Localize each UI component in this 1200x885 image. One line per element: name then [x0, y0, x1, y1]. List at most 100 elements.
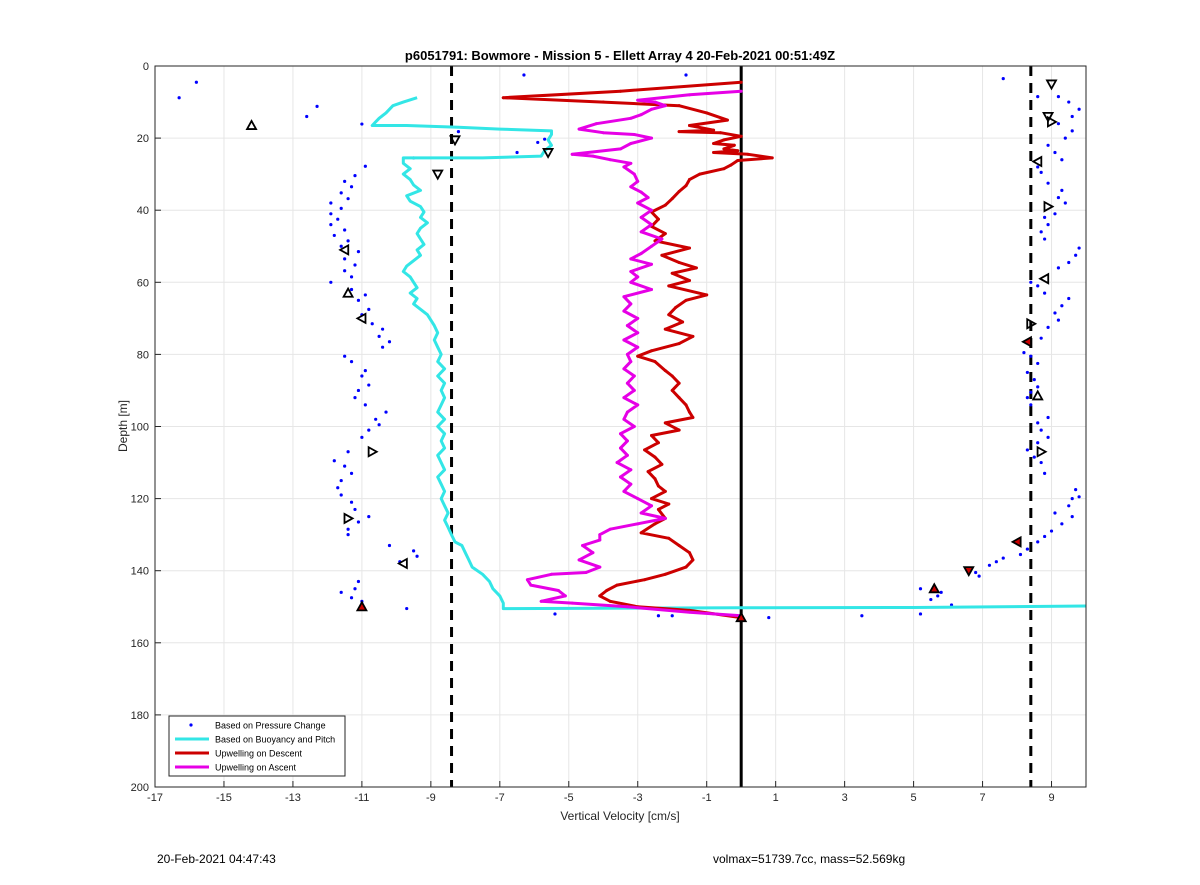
legend: Based on Pressure Change Based on Buoyanc… [168, 715, 346, 777]
series-vertex-2 [712, 142, 716, 146]
series-vertex-2 [605, 589, 609, 593]
pressure-change-point [363, 403, 367, 407]
series-vertex-3 [639, 251, 643, 255]
pressure-change-point [1025, 448, 1029, 452]
pressure-change-point [1053, 212, 1057, 216]
series-vertex-3 [584, 571, 588, 575]
series-vertex-2 [698, 172, 702, 176]
series-vertex-3 [629, 142, 633, 146]
series-vertex-3 [636, 345, 640, 349]
series-vertex-2 [660, 253, 664, 257]
pressure-change-point [346, 197, 350, 201]
pressure-change-point [1025, 396, 1029, 400]
pressure-change-point [343, 354, 347, 358]
pressure-change-point [1063, 136, 1067, 140]
series-vertex-3 [650, 288, 654, 292]
series-vertex-2 [684, 565, 688, 569]
y-tick-label: 20 [137, 133, 149, 145]
series-vertex-2 [677, 381, 681, 385]
series-vertex-3 [598, 538, 602, 542]
pressure-change-point [336, 217, 340, 221]
pressure-change-point [380, 327, 385, 331]
pressure-change-point [1022, 350, 1026, 355]
series-vertex-3 [577, 558, 581, 562]
pressure-change-point [1074, 487, 1078, 492]
series-vertex-3 [608, 527, 612, 531]
pressure-change-point [374, 417, 378, 421]
series-vertex-3 [619, 147, 622, 151]
pressure-change-point [332, 233, 336, 238]
series-vertex-3 [591, 551, 595, 555]
triangle-marker [1043, 200, 1055, 213]
pressure-change-point [332, 459, 336, 463]
series-vertex-3 [629, 482, 633, 486]
series-vertex-3 [619, 446, 622, 450]
pressure-change-point [360, 122, 364, 126]
pressure-change-point [387, 543, 392, 548]
pressure-change-point [194, 80, 198, 84]
pressure-change-point [553, 612, 557, 616]
pressure-change-point [377, 334, 381, 338]
pressure-change-point [346, 533, 350, 537]
series-vertex-2 [746, 152, 750, 156]
series-vertex-3 [636, 316, 640, 320]
series-vertex-3 [570, 601, 574, 605]
pressure-change-point [918, 612, 923, 616]
pressure-change-point [1043, 534, 1047, 539]
pressure-change-point [1039, 336, 1043, 340]
pressure-change-point [1056, 122, 1061, 126]
pressure-change-point [1077, 495, 1081, 499]
series-vertex-2 [653, 360, 657, 364]
triangle-marker [1010, 535, 1022, 548]
series-vertex-2 [639, 531, 643, 535]
pressure-change-point [343, 464, 347, 468]
pressure-change-point [1032, 378, 1036, 382]
y-tick-label: 120 [131, 494, 149, 506]
pressure-change-point [1053, 511, 1057, 515]
pressure-change-point [349, 287, 354, 292]
triangle-marker [355, 312, 367, 325]
series-vertex-3 [622, 396, 626, 400]
series-vertex-2 [722, 138, 726, 142]
pressure-change-point [1067, 296, 1071, 301]
triangle-marker [1042, 111, 1055, 123]
series-vertex-2 [725, 118, 729, 122]
pressure-change-point [1056, 318, 1061, 322]
series-vertex-2 [677, 396, 681, 400]
triangle-marker [396, 557, 408, 570]
series-vertex-3 [625, 381, 629, 385]
triangle-marker [1045, 79, 1058, 91]
pressure-change-point [1077, 107, 1081, 111]
series-vertex-2 [770, 156, 774, 160]
x-tick-label: 5 [911, 792, 917, 804]
series-vertex-3 [622, 417, 626, 421]
series-vertex-3 [539, 599, 543, 603]
series-vertex-2 [670, 271, 674, 275]
series-vertex-2 [653, 522, 657, 526]
series-vertex-2 [677, 342, 681, 346]
series-vertex-2 [656, 484, 660, 488]
series-vertex-3 [556, 589, 560, 593]
series-vertex-3 [639, 230, 643, 234]
pressure-change-point [339, 244, 343, 248]
pressure-change-point [387, 340, 392, 344]
pressure-change-point [939, 590, 943, 594]
series-vertex-3 [650, 244, 654, 248]
triangle-marker [542, 148, 555, 159]
pressure-change-point [370, 322, 374, 326]
series-vertex-2 [705, 111, 709, 115]
series-vertex-2 [615, 583, 619, 587]
series-vertex-3 [650, 223, 654, 227]
pressure-change-point [1070, 515, 1074, 519]
pressure-change-point [367, 515, 371, 519]
pressure-change-point [1043, 471, 1047, 475]
x-tick-label: -1 [702, 792, 712, 804]
pressure-change-point [1025, 547, 1029, 551]
series-vertex-3 [629, 302, 633, 306]
series-vertex-2 [681, 320, 685, 324]
series-vertex-2 [691, 334, 695, 338]
pressure-change-point [684, 73, 688, 77]
pressure-change-point [1056, 195, 1061, 200]
pressure-change-point [1049, 529, 1054, 533]
pressure-change-point [353, 507, 357, 512]
